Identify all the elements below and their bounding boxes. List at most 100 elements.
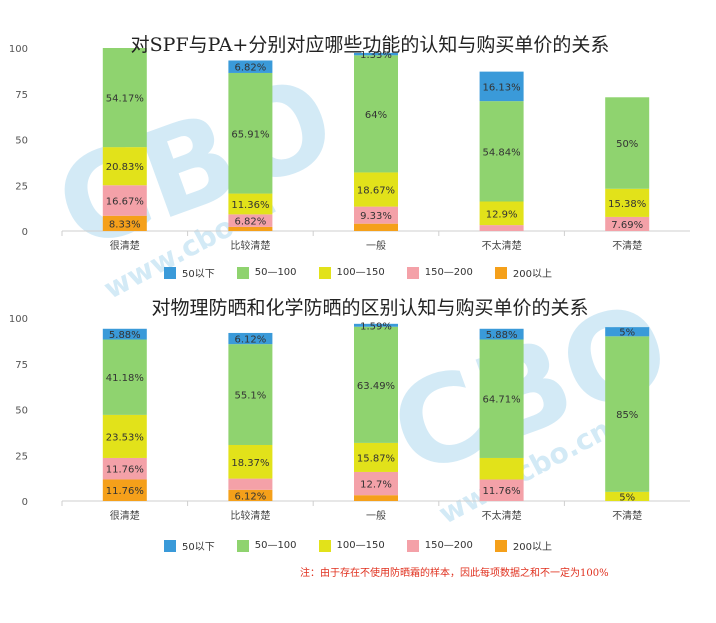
data-label: 1.59% bbox=[360, 321, 392, 332]
x-tick-label: 一般 bbox=[366, 509, 386, 522]
bar-segment bbox=[228, 193, 273, 215]
legend-label: 100—150 bbox=[336, 540, 385, 551]
data-label: 64.71% bbox=[483, 395, 521, 406]
data-label: 54.84% bbox=[483, 147, 521, 158]
data-label: 11.76% bbox=[483, 486, 521, 497]
data-label: 50% bbox=[616, 139, 638, 150]
data-label: 65.91% bbox=[231, 129, 269, 140]
bar-segment bbox=[605, 188, 650, 217]
bar-segment bbox=[605, 491, 650, 501]
data-label: 11.36% bbox=[231, 200, 269, 211]
data-label: 11.76% bbox=[106, 486, 144, 497]
chart-1-legend: 50以下 50—100 100—150 150—200 200以上 bbox=[0, 265, 716, 280]
legend-item: 200以上 bbox=[494, 265, 552, 280]
bar-segment bbox=[102, 147, 147, 186]
x-tick-label: 一般 bbox=[366, 239, 386, 252]
legend-swatch bbox=[406, 266, 419, 279]
bar-segment bbox=[354, 471, 398, 496]
data-label: 15.87% bbox=[357, 453, 395, 464]
chart-1-title: 对SPF与PA+分别对应哪些功能的认知与购买单价的关系 bbox=[130, 34, 610, 56]
bar-segment bbox=[102, 215, 147, 231]
bar-segment bbox=[102, 479, 147, 501]
legend-swatch bbox=[406, 539, 419, 552]
legend-label: 50—100 bbox=[254, 267, 297, 278]
data-label: 5.88% bbox=[486, 330, 518, 341]
bar-segment bbox=[228, 72, 273, 194]
x-tick-label: 比较清楚 bbox=[230, 509, 270, 522]
y-tick-label: 100 bbox=[9, 314, 28, 325]
bar-segment bbox=[479, 457, 524, 480]
y-tick-label: 25 bbox=[15, 451, 28, 462]
bar-segment bbox=[479, 225, 524, 231]
legend-label: 150—200 bbox=[424, 540, 473, 551]
bar-segment bbox=[479, 328, 524, 340]
y-tick-label: 25 bbox=[15, 181, 28, 192]
data-label: 63.49% bbox=[357, 381, 395, 392]
legend-label: 150—200 bbox=[424, 267, 473, 278]
x-tick-label: 不清楚 bbox=[612, 239, 642, 252]
legend-label: 200以上 bbox=[512, 269, 552, 280]
bar-segment bbox=[479, 101, 524, 202]
y-tick-label: 50 bbox=[15, 406, 28, 417]
bar-segment bbox=[228, 226, 273, 231]
legend-item: 50—100 bbox=[236, 265, 297, 280]
legend-swatch bbox=[236, 266, 249, 279]
y-tick-label: 75 bbox=[15, 360, 28, 371]
bar-segment bbox=[479, 71, 524, 102]
legend-item: 100—150 bbox=[318, 265, 385, 280]
legend-item: 50—100 bbox=[236, 538, 297, 553]
data-label: 20.83% bbox=[106, 162, 144, 173]
chart-2-svg: 0 25 50 75 100 很清楚 11.76% 11.76% 23.53% 41.18% 5.8… bbox=[9, 314, 690, 522]
legend-label: 50以下 bbox=[181, 269, 215, 280]
bar-segment bbox=[102, 414, 147, 458]
bar-segment bbox=[228, 214, 273, 227]
bar-segment bbox=[354, 55, 398, 173]
bar-segment bbox=[102, 328, 147, 340]
data-label: 23.53% bbox=[106, 432, 144, 443]
data-label: 18.67% bbox=[357, 186, 395, 197]
legend-item: 150—200 bbox=[406, 265, 473, 280]
bar-segment bbox=[605, 97, 650, 189]
y-tick-label: 75 bbox=[15, 90, 28, 101]
legend-swatch bbox=[236, 539, 249, 552]
legend-swatch bbox=[318, 266, 331, 279]
x-tick-label: 很清楚 bbox=[110, 509, 140, 522]
data-label: 85% bbox=[616, 410, 638, 421]
data-label: 6.82% bbox=[235, 217, 267, 228]
legend-label: 50以下 bbox=[181, 542, 215, 553]
data-label: 41.18% bbox=[106, 373, 144, 384]
bar-segment bbox=[228, 489, 273, 501]
data-label: 64% bbox=[365, 110, 387, 121]
x-tick-label: 不太清楚 bbox=[482, 239, 522, 252]
chart-2-title: 对物理防晒和化学防晒的区别认知与购买单价的关系 bbox=[151, 297, 589, 319]
legend-swatch bbox=[494, 539, 507, 552]
bar-segment bbox=[228, 478, 273, 490]
bar-segment bbox=[354, 206, 398, 224]
bar-segment bbox=[479, 201, 524, 226]
legend-item: 100—150 bbox=[318, 538, 385, 553]
data-label: 7.69% bbox=[611, 220, 643, 231]
bar-segment bbox=[479, 339, 524, 458]
legend-swatch bbox=[163, 266, 176, 279]
bar-segment bbox=[354, 442, 398, 472]
legend-swatch bbox=[318, 539, 331, 552]
data-label: 55.1% bbox=[235, 391, 267, 402]
data-label: 54.17% bbox=[106, 94, 144, 105]
legend-label: 100—150 bbox=[336, 267, 385, 278]
bar-segment bbox=[102, 48, 147, 148]
bar-segment bbox=[354, 172, 398, 207]
data-label: 8.33% bbox=[109, 219, 141, 230]
y-tick-label: 0 bbox=[22, 227, 28, 238]
data-label: 6.12% bbox=[235, 335, 267, 346]
data-label: 9.33% bbox=[360, 211, 392, 222]
bar-segment bbox=[354, 323, 398, 327]
chart-2-legend: 50以下 50—100 100—150 150—200 200以上 bbox=[0, 538, 716, 553]
footnote: 注：由于存在不使用防晒霜的样本，因此每项数据之和不一定为100% bbox=[300, 568, 609, 579]
data-label: 5.88% bbox=[109, 330, 141, 341]
data-label: 18.37% bbox=[231, 458, 269, 469]
legend-label: 200以上 bbox=[512, 542, 552, 553]
x-tick-label: 不清楚 bbox=[612, 509, 642, 522]
data-label: 15.38% bbox=[608, 199, 646, 210]
bar-segment bbox=[354, 495, 398, 501]
data-label: 11.76% bbox=[106, 465, 144, 476]
